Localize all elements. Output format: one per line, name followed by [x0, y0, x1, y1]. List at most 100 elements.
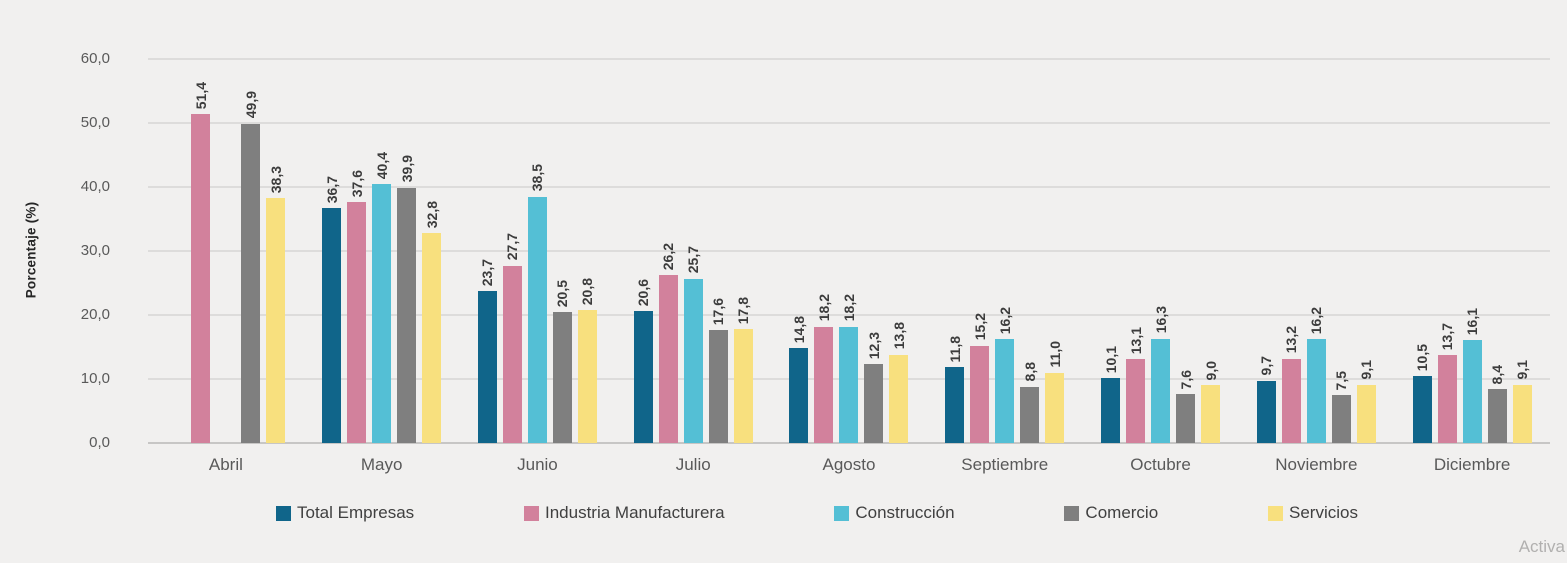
y-axis-tick-label: 60,0	[80, 50, 110, 67]
bar-value-label: 15,2	[971, 313, 988, 341]
legend-label: Total Empresas	[297, 503, 415, 522]
bar-value-label: 9,1	[1358, 360, 1375, 380]
y-axis-tick-label: 50,0	[80, 113, 110, 131]
bar-value-label: 10,5	[1414, 343, 1431, 371]
bar-total-empresas-mayo	[322, 208, 342, 443]
bar-slot: 36,7	[322, 59, 342, 443]
bar-value-label: 37,6	[348, 170, 365, 198]
bar-total-empresas-julio	[633, 311, 653, 443]
bar-group-junio: 23,7 27,7 38,5 20,5 20,8	[460, 59, 616, 443]
y-axis-title: Porcentaje (%)	[23, 201, 39, 299]
bar-value-label: 12,3	[865, 332, 882, 360]
bar-construcci-n-junio	[527, 196, 547, 443]
bar-value-label: 27,7	[504, 233, 521, 261]
x-axis-label-junio: Junio	[517, 455, 558, 474]
legend-swatch-icon	[1064, 505, 1080, 521]
bar-group-agosto: 14,8 18,2 18,2 12,3 13,8	[771, 59, 927, 443]
y-axis-tick-label: 40,0	[80, 177, 110, 195]
bar-value-label: 38,3	[267, 165, 284, 193]
y-axis-tick-label: 0,0	[89, 434, 110, 451]
bar-comercio-abril	[241, 123, 261, 443]
bar-slot: 9,0	[1201, 59, 1221, 443]
bar-slot	[216, 59, 235, 443]
bar-comercio-mayo	[397, 187, 417, 443]
bar-slot: 7,6	[1176, 59, 1196, 443]
bar-slot: 25,7	[683, 59, 703, 443]
bar-value-label: 49,9	[242, 91, 259, 119]
bar-value-label: 20,5	[554, 279, 571, 307]
bar-slot: 16,1	[1462, 59, 1482, 443]
bar-slot: 13,2	[1281, 59, 1301, 443]
gridline	[148, 313, 1550, 316]
bar-construcci-n-octubre	[1151, 338, 1171, 443]
bar-construcci-n-mayo	[372, 184, 392, 443]
bar-value-label: 16,2	[1308, 307, 1325, 335]
x-axis-line	[148, 442, 1550, 444]
bar-value-label: 9,0	[1202, 360, 1219, 381]
bar-industria-manufacturera-abril	[191, 114, 211, 443]
bar-value-label: 17,8	[735, 296, 752, 325]
bar-value-label: 11,8	[946, 336, 963, 363]
bar-industria-manufacturera-octubre	[1126, 359, 1146, 443]
bar-slot: 13,1	[1126, 59, 1146, 443]
bar-total-empresas-noviembre	[1256, 380, 1276, 443]
bar-slot: 10,1	[1101, 59, 1121, 443]
y-axis-tick-label: 10,0	[80, 370, 110, 387]
bar-total-empresas-junio	[477, 291, 497, 443]
bar-total-empresas-septiembre	[945, 367, 965, 443]
legend-label: Industria Manufacturera	[545, 503, 725, 522]
bar-industria-manufacturera-junio	[502, 265, 522, 443]
bar-servicios-octubre	[1201, 385, 1221, 443]
bar-value-label: 38,5	[529, 164, 546, 192]
bar-value-label: 25,7	[685, 246, 702, 274]
bar-servicios-julio	[733, 329, 753, 443]
bar-comercio-septiembre	[1020, 386, 1040, 443]
bar-slot: 16,2	[995, 59, 1015, 443]
plot-area: 60,0 50,0 40,0 30,0 20,0 10,0 0,0 51,4 49,9 38,3 A…	[81, 50, 1550, 474]
bar-total-empresas-octubre	[1101, 378, 1121, 443]
bar-value-label: 16,2	[996, 307, 1013, 335]
x-axis-label-agosto: Agosto	[822, 455, 876, 474]
legend-swatch-icon	[1268, 505, 1283, 521]
bar-servicios-abril	[266, 197, 286, 443]
bar-slot: 10,5	[1412, 59, 1432, 443]
bar-industria-manufacturera-noviembre	[1281, 358, 1301, 443]
bar-slot: 27,7	[502, 59, 522, 443]
bar-servicios-mayo	[422, 233, 442, 443]
bar-value-label: 9,1	[1514, 360, 1531, 380]
bar-industria-manufacturera-julio	[658, 275, 678, 443]
legend-item-servicios: Servicios	[1268, 503, 1358, 523]
legend-item-construcci-n: Construcción	[834, 503, 955, 523]
bar-comercio-diciembre	[1487, 389, 1507, 443]
bar-slot: 14,8	[789, 59, 809, 443]
bar-group-septiembre: 11,8 15,2 16,2 8,8 11,0	[927, 59, 1083, 443]
bar-slot: 18,2	[839, 59, 859, 443]
legend-item-industria-manufacturera: Industria Manufacturera	[524, 503, 725, 523]
bar-value-label: 20,6	[635, 278, 652, 307]
bar-slot: 16,2	[1306, 59, 1326, 443]
bar-group-diciembre: 10,5 13,7 16,1 8,4 9,1	[1394, 59, 1550, 443]
bar-slot: 49,9	[241, 59, 261, 443]
bar-value-label: 20,8	[579, 277, 596, 305]
bar-slot: 11,8	[945, 59, 965, 443]
bar-slot: 51,4	[191, 59, 211, 443]
x-axis-label-noviembre: Noviembre	[1275, 455, 1358, 474]
bar-value-label: 17,6	[710, 298, 727, 326]
bar-comercio-julio	[708, 330, 728, 443]
legend-swatch-icon	[834, 505, 850, 521]
bar-servicios-diciembre	[1512, 384, 1532, 443]
legend-label: Servicios	[1289, 503, 1358, 522]
bar-slot: 20,8	[577, 59, 597, 443]
bar-servicios-junio	[577, 309, 597, 443]
bar-slot: 37,6	[347, 59, 367, 443]
bar-value-label: 13,2	[1283, 326, 1300, 354]
bar-group-julio: 20,6 26,2 25,7 17,6 17,8	[615, 59, 771, 443]
bar-slot: 32,8	[422, 59, 442, 443]
bar-slot: 9,7	[1256, 59, 1276, 443]
bar-slot: 9,1	[1356, 59, 1376, 443]
bar-value-label: 16,3	[1152, 306, 1169, 334]
legend-item-total-empresas: Total Empresas	[276, 503, 414, 523]
bar-industria-manufacturera-septiembre	[970, 345, 990, 443]
bar-slot: 38,3	[266, 59, 286, 443]
